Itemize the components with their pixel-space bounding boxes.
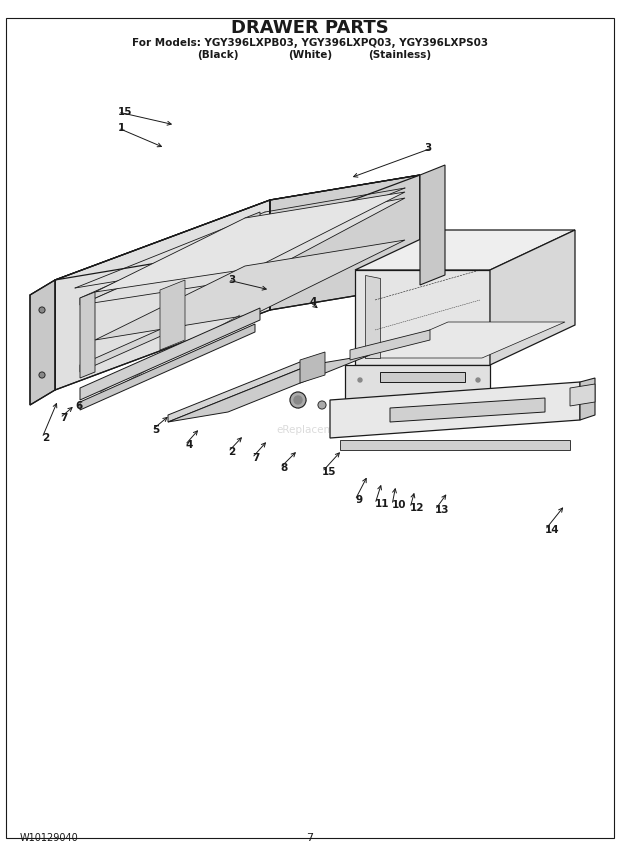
Polygon shape xyxy=(168,358,310,422)
Text: 13: 13 xyxy=(435,505,449,515)
Polygon shape xyxy=(340,440,570,450)
Polygon shape xyxy=(245,212,260,298)
Polygon shape xyxy=(80,285,260,372)
Polygon shape xyxy=(420,165,445,285)
Polygon shape xyxy=(580,378,595,420)
Text: 4: 4 xyxy=(310,297,317,307)
Circle shape xyxy=(39,372,45,378)
Polygon shape xyxy=(270,175,420,310)
Text: 2: 2 xyxy=(42,433,49,443)
Polygon shape xyxy=(355,230,575,270)
Polygon shape xyxy=(330,382,580,438)
Text: 15: 15 xyxy=(322,467,337,477)
Polygon shape xyxy=(380,372,465,382)
Circle shape xyxy=(39,307,45,313)
Text: 7: 7 xyxy=(306,833,314,843)
Text: 2: 2 xyxy=(228,447,235,457)
Polygon shape xyxy=(345,365,490,400)
Polygon shape xyxy=(355,270,490,365)
Text: 8: 8 xyxy=(280,463,287,473)
Text: 4: 4 xyxy=(185,440,192,450)
Text: (White): (White) xyxy=(288,50,332,60)
Text: 3: 3 xyxy=(228,275,235,285)
Polygon shape xyxy=(490,230,575,365)
Text: (Black): (Black) xyxy=(197,50,239,60)
Polygon shape xyxy=(80,308,260,400)
Text: eReplacementParts.com: eReplacementParts.com xyxy=(277,425,403,435)
Text: 12: 12 xyxy=(410,503,425,513)
Polygon shape xyxy=(80,218,260,305)
Circle shape xyxy=(294,396,302,404)
Circle shape xyxy=(476,378,480,382)
Polygon shape xyxy=(95,192,405,292)
Polygon shape xyxy=(80,198,405,305)
Text: 9: 9 xyxy=(355,495,362,505)
Text: For Models: YGY396LXPB03, YGY396LXPQ03, YGY396LXPS03: For Models: YGY396LXPB03, YGY396LXPQ03, … xyxy=(132,38,488,48)
Text: 5: 5 xyxy=(152,425,159,435)
Text: 10: 10 xyxy=(392,500,407,510)
Polygon shape xyxy=(570,384,595,406)
Text: 7: 7 xyxy=(60,413,68,423)
Polygon shape xyxy=(168,355,370,422)
Polygon shape xyxy=(55,200,270,390)
Text: W10129040: W10129040 xyxy=(20,833,79,843)
Circle shape xyxy=(318,401,326,409)
Text: 7: 7 xyxy=(252,453,259,463)
Polygon shape xyxy=(55,175,420,280)
Polygon shape xyxy=(350,330,430,360)
Polygon shape xyxy=(160,280,185,350)
Circle shape xyxy=(358,378,362,382)
Text: 15: 15 xyxy=(118,107,133,117)
Text: 11: 11 xyxy=(375,499,389,509)
Text: 6: 6 xyxy=(75,401,82,411)
Polygon shape xyxy=(390,398,545,422)
Text: 14: 14 xyxy=(545,525,560,535)
Circle shape xyxy=(290,392,306,408)
Text: 1: 1 xyxy=(118,123,125,133)
Polygon shape xyxy=(365,275,380,358)
Polygon shape xyxy=(95,240,405,340)
Polygon shape xyxy=(300,352,325,383)
Text: DRAWER PARTS: DRAWER PARTS xyxy=(231,19,389,37)
Text: 3: 3 xyxy=(425,143,432,153)
Polygon shape xyxy=(30,280,55,405)
Polygon shape xyxy=(80,324,255,410)
Polygon shape xyxy=(80,292,95,378)
Polygon shape xyxy=(365,322,565,358)
Text: (Stainless): (Stainless) xyxy=(368,50,432,60)
